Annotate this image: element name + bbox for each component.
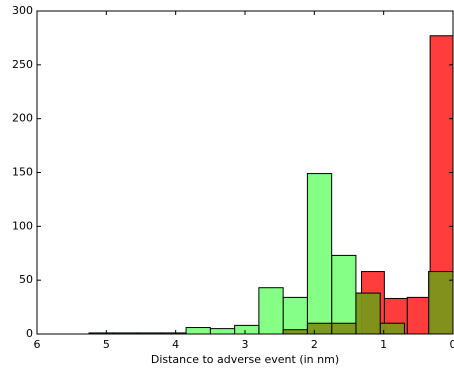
x-tick-label: 2 xyxy=(311,338,318,351)
y-tick-label: 300 xyxy=(12,4,33,17)
histogram-bar xyxy=(406,296,431,335)
x-tick-label: 4 xyxy=(172,338,179,351)
x-tick-label: 1 xyxy=(380,338,387,351)
histogram-bar xyxy=(306,322,333,335)
y-tick-label: 150 xyxy=(12,166,33,179)
x-tick-label: 6 xyxy=(34,338,41,351)
histogram-bar xyxy=(185,327,211,335)
y-tick-label: 0 xyxy=(26,327,33,340)
y-tick-label: 50 xyxy=(19,273,33,286)
histogram-bar xyxy=(331,254,357,335)
histogram-bar xyxy=(355,292,381,335)
y-tick-label: 250 xyxy=(12,58,33,71)
x-tick-label: 5 xyxy=(103,338,110,351)
histogram-bar xyxy=(258,287,284,335)
histogram-bar xyxy=(282,296,308,335)
x-tick-label: 3 xyxy=(242,338,249,351)
histogram-bar xyxy=(331,322,357,335)
x-axis-label: Distance to adverse event (in nm) xyxy=(151,353,339,366)
y-tick-label: 100 xyxy=(12,219,33,232)
plot-frame xyxy=(36,10,454,335)
y-tick-label: 200 xyxy=(12,112,33,125)
x-tick-label: 0 xyxy=(450,338,454,351)
histogram-bar xyxy=(282,329,308,335)
histogram-bar xyxy=(306,173,333,335)
histogram-bar xyxy=(428,271,454,335)
histogram-bar xyxy=(209,328,236,335)
histogram-bar xyxy=(234,324,260,335)
